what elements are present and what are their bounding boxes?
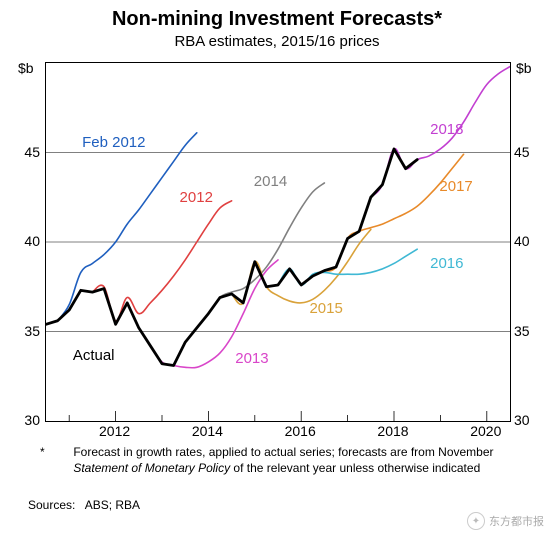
y-tick-left-45: 45 xyxy=(10,144,40,160)
y-tick-right-45: 45 xyxy=(514,144,544,160)
y-tick-right-30: 30 xyxy=(514,412,544,428)
label-f2012: 2012 xyxy=(180,189,213,206)
chart-subtitle: RBA estimates, 2015/16 prices xyxy=(0,33,554,50)
x-tick-2016: 2016 xyxy=(275,423,325,439)
x-tick-2014: 2014 xyxy=(182,423,232,439)
chart-container: Non-mining Investment Forecasts* RBA est… xyxy=(0,0,554,536)
series-f2017 xyxy=(324,154,463,271)
footnote: * Forecast in growth rates, applied to a… xyxy=(40,445,534,476)
x-tick-2012: 2012 xyxy=(90,423,140,439)
sources-label: Sources: xyxy=(28,498,75,512)
chart-title: Non-mining Investment Forecasts* xyxy=(0,0,554,31)
y-unit-left: $b xyxy=(18,60,34,76)
label-actual: Actual xyxy=(73,347,115,364)
label-f2015: 2015 xyxy=(309,300,342,317)
y-tick-left-35: 35 xyxy=(10,323,40,339)
wechat-icon: ✦ xyxy=(467,512,485,530)
y-tick-left-30: 30 xyxy=(10,412,40,428)
plot-svg xyxy=(46,63,510,421)
plot-area xyxy=(45,62,511,422)
label-f2017: 2017 xyxy=(439,178,472,195)
x-tick-2018: 2018 xyxy=(368,423,418,439)
footnote-marker: * xyxy=(40,445,70,461)
label-f2014: 2014 xyxy=(254,173,287,190)
sources: Sources: ABS; RBA xyxy=(28,498,140,512)
footnote-text: Forecast in growth rates, applied to act… xyxy=(73,445,523,476)
y-tick-left-40: 40 xyxy=(10,233,40,249)
label-feb2012: Feb 2012 xyxy=(82,134,145,151)
series-f2012 xyxy=(92,201,231,321)
y-unit-right: $b xyxy=(516,60,532,76)
label-f2018: 2018 xyxy=(430,121,463,138)
watermark: ✦ 东方都市报 xyxy=(467,512,544,530)
label-f2016: 2016 xyxy=(430,255,463,272)
sources-value: ABS; RBA xyxy=(85,498,140,512)
y-tick-right-40: 40 xyxy=(514,233,544,249)
x-tick-2020: 2020 xyxy=(461,423,511,439)
watermark-text: 东方都市报 xyxy=(489,513,544,529)
label-f2013: 2013 xyxy=(235,350,268,367)
y-tick-right-35: 35 xyxy=(514,323,544,339)
